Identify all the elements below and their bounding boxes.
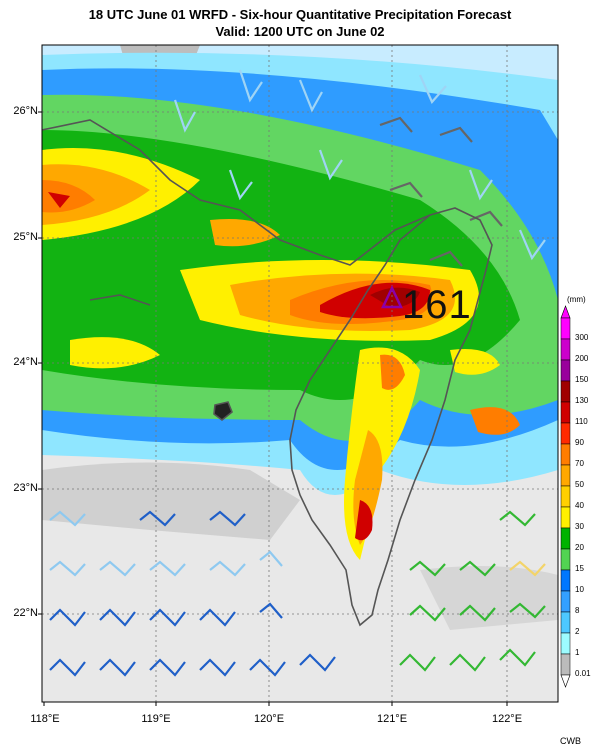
legend-level-label: 10 <box>575 585 584 594</box>
lat-label-23: 23°N <box>13 482 38 494</box>
lat-label-25: 25°N <box>13 231 38 243</box>
legend-colorbar <box>560 305 571 688</box>
lon-label-119: 119°E <box>141 713 171 725</box>
china-coast <box>42 119 431 266</box>
max-value-label: 161 <box>402 283 472 327</box>
legend-swatch <box>560 338 571 361</box>
legend-level-label: 150 <box>575 375 589 384</box>
legend-level-label: 200 <box>575 354 589 363</box>
legend-swatch <box>560 317 571 340</box>
legend-level-label: 90 <box>575 438 584 447</box>
coastlines <box>42 119 493 627</box>
max-marker-triangle <box>381 285 403 309</box>
axis-ticks <box>38 111 508 706</box>
legend-swatch <box>560 443 571 466</box>
legend-level-label: 8 <box>575 606 580 615</box>
lon-label-120: 120°E <box>253 713 285 725</box>
taiwan-outline <box>289 207 493 627</box>
credit-label: CWB <box>560 736 581 746</box>
legend-level-label: 300 <box>575 333 589 342</box>
lat-label-22: 22°N <box>13 607 38 619</box>
legend-top-arrow <box>560 305 571 319</box>
legend-level-label: 70 <box>575 459 584 468</box>
legend-level-label: 30 <box>575 522 584 531</box>
map-title: 18 UTC June 01 WRFD - Six-hour Quantitat… <box>88 7 512 22</box>
legend-level-label: 50 <box>575 480 584 489</box>
penghu-islands <box>213 401 233 422</box>
legend-level-label: 20 <box>575 543 584 552</box>
legend-swatch <box>560 464 571 487</box>
legend-swatch <box>560 506 571 529</box>
legend-swatch <box>560 485 571 508</box>
legend-level-label: 2 <box>575 627 580 636</box>
legend-swatch <box>560 653 571 676</box>
legend-swatch <box>560 632 571 655</box>
legend-swatch <box>560 611 571 634</box>
legend-level-label: 15 <box>575 564 584 573</box>
legend-swatch <box>560 422 571 445</box>
legend-unit: (mm) <box>567 295 586 304</box>
legend-level-label: 0.01 <box>575 669 591 678</box>
legend-swatch <box>560 527 571 550</box>
legend-level-label: 130 <box>575 396 589 405</box>
legend-bottom-arrow <box>560 674 571 688</box>
legend-swatch <box>560 380 571 403</box>
legend-level-label: 110 <box>575 417 588 426</box>
legend-level-label: 40 <box>575 501 584 510</box>
wind-barbs <box>49 69 546 677</box>
map-subtitle: Valid: 1200 UTC on June 02 <box>215 24 385 39</box>
lat-label-26: 26°N <box>13 105 38 117</box>
precip-field <box>42 45 558 702</box>
legend-swatch <box>560 569 571 592</box>
legend-level-label: 1 <box>575 648 580 657</box>
legend-swatch <box>560 401 571 424</box>
map-frame <box>41 44 559 703</box>
legend-swatch <box>560 359 571 382</box>
lat-label-24: 24°N <box>13 356 38 368</box>
lon-label-122: 122°E <box>491 713 523 725</box>
lon-label-121: 121°E <box>376 713 408 725</box>
lat-lon-grid <box>42 45 558 702</box>
legend-swatch <box>560 548 571 571</box>
precip-gray-patches <box>42 462 300 540</box>
lon-label-118: 118°E <box>30 713 60 725</box>
legend-swatch <box>560 590 571 613</box>
